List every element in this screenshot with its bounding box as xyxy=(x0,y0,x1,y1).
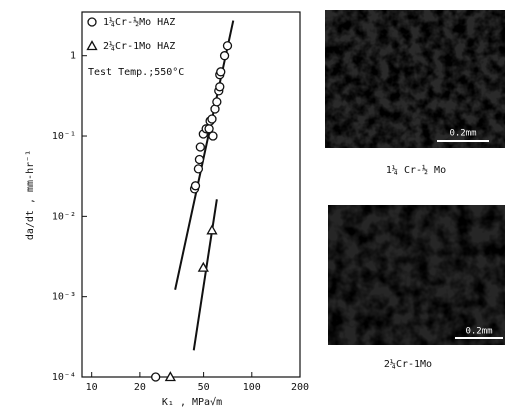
x-tick-label: 100 xyxy=(243,382,261,393)
scale-label: 0.2mm xyxy=(449,129,476,139)
data-point xyxy=(164,371,176,382)
data-point xyxy=(208,131,218,141)
micrograph: 0.2mm xyxy=(328,205,505,345)
trend-line xyxy=(192,199,218,351)
data-point xyxy=(215,82,225,92)
x-tick-label: 20 xyxy=(134,382,146,393)
data-point xyxy=(197,261,209,272)
trend-line xyxy=(174,20,235,290)
y-tick-label: 10⁻² xyxy=(52,211,76,222)
y-tick-label: 10⁻¹ xyxy=(52,131,76,142)
micrograph-caption: 2¼Cr-1Mo xyxy=(384,358,432,370)
data-point xyxy=(219,51,230,61)
y-axis-label: da/dt , mm-hr⁻¹ xyxy=(25,150,36,240)
data-point xyxy=(212,97,222,107)
data-point xyxy=(194,154,205,165)
annotation: Test Temp.;550°C xyxy=(88,67,184,78)
x-axis-label: K₁ , MPa√m xyxy=(162,396,222,408)
y-tick-label: 1 xyxy=(70,51,76,62)
data-point xyxy=(206,224,218,235)
x-tick-label: 200 xyxy=(291,382,309,393)
y-tick-label: 10⁻⁴ xyxy=(52,372,76,383)
legend-marker xyxy=(87,17,97,27)
data-point xyxy=(207,114,217,124)
micrograph-caption: 1¼ Cr-½ Mo xyxy=(386,164,446,176)
data-point xyxy=(190,181,201,191)
data-point xyxy=(222,41,233,51)
micrograph: 0.2mm xyxy=(325,10,505,148)
legend-label: 2¼Cr-1Mo HAZ xyxy=(103,40,175,52)
data-point xyxy=(151,372,161,382)
x-tick-label: 10 xyxy=(86,382,98,393)
data-point xyxy=(193,164,204,174)
data-point xyxy=(195,142,205,152)
legend-label: 1¼Cr-½Mo HAZ xyxy=(103,16,175,28)
data-point xyxy=(216,67,226,77)
scale-label: 0.2mm xyxy=(465,327,492,337)
legend-marker xyxy=(86,40,98,51)
y-tick-label: 10⁻³ xyxy=(52,292,76,303)
plot-frame xyxy=(81,11,301,378)
x-tick-label: 50 xyxy=(198,382,210,393)
